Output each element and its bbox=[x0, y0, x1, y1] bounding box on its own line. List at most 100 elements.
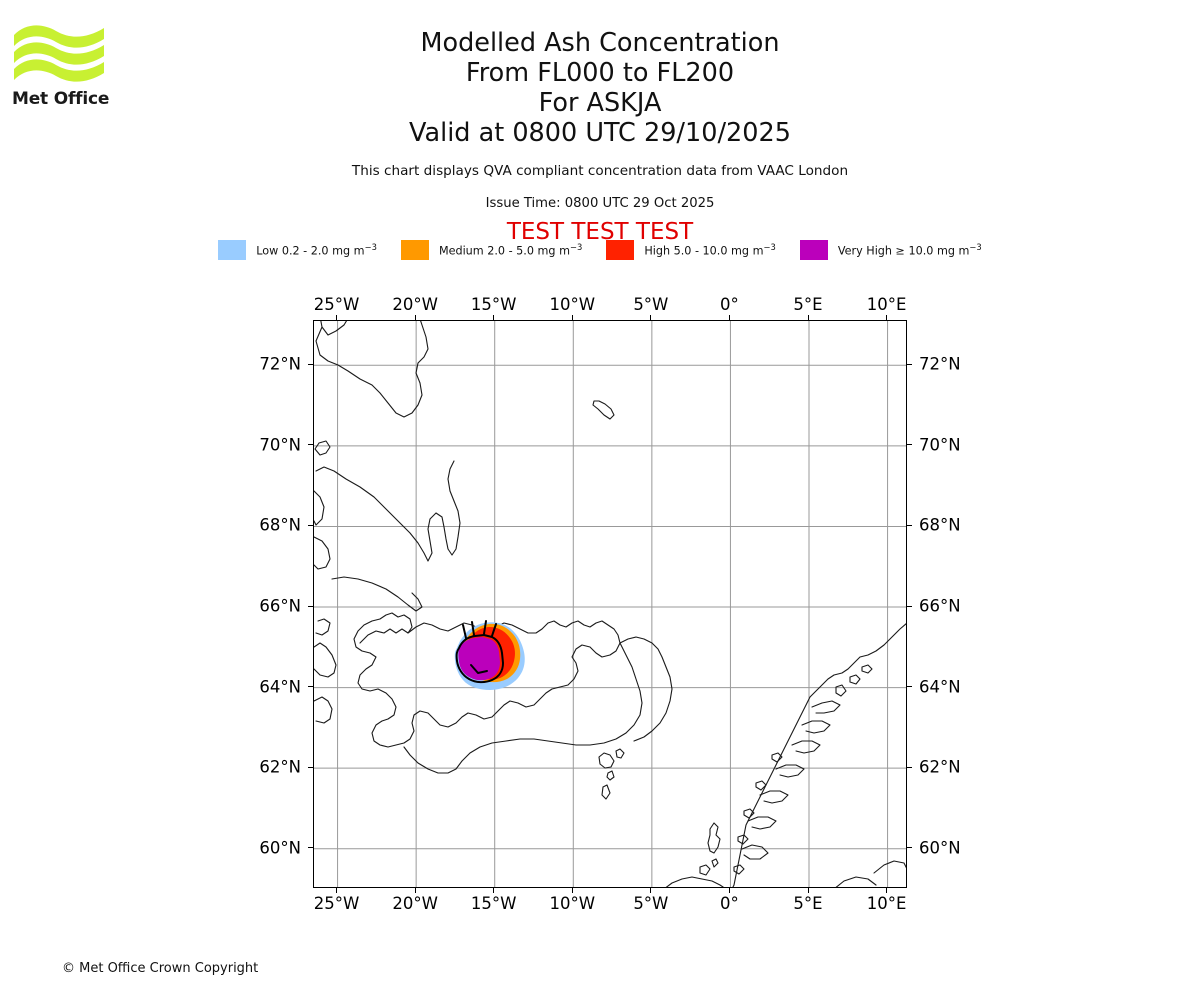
coast-greenland bbox=[315, 321, 429, 418]
coast-iceland-east bbox=[619, 636, 673, 742]
lat-label-right-64°N: 64°N bbox=[919, 677, 961, 697]
coast-norway-fjord-6 bbox=[747, 816, 777, 830]
lon-tick-top-1 bbox=[414, 315, 416, 320]
lon-label-bottom-15°W: 15°W bbox=[470, 894, 517, 913]
lon-label-bottom-25°W: 25°W bbox=[313, 894, 360, 913]
lat-tick-right-6 bbox=[907, 847, 912, 849]
lon-tick-top-2 bbox=[493, 315, 495, 320]
coast-shetland bbox=[707, 822, 721, 854]
coast-norway bbox=[732, 623, 906, 887]
legend-item-medium: Medium 2.0 - 5.0 mg m−3 bbox=[400, 240, 583, 260]
coast-norway-isl-b bbox=[755, 780, 767, 791]
lon-label-top-20°W: 20°W bbox=[392, 295, 438, 314]
graticule-grid bbox=[314, 321, 906, 887]
plume-very-high-core bbox=[458, 637, 500, 681]
coast-norway-fjord-1 bbox=[811, 700, 841, 714]
legend-swatch-very-high bbox=[799, 240, 828, 260]
lon-label-top-0°: 0° bbox=[720, 295, 739, 314]
map-plot-frame bbox=[313, 320, 907, 888]
lat-tick-right-3 bbox=[907, 605, 912, 607]
legend-label-very-high: Very High ≥ 10.0 mg m−3 bbox=[837, 242, 982, 258]
lon-tick-bottom-1 bbox=[414, 888, 416, 893]
disclaimer-text: This chart displays QVA compliant concen… bbox=[351, 163, 849, 179]
coastline-layer bbox=[314, 321, 906, 887]
lat-tick-left-0 bbox=[308, 363, 313, 365]
lat-label-right-66°N: 66°N bbox=[919, 596, 961, 616]
lat-tick-left-4 bbox=[308, 686, 313, 688]
coast-greenland-sw2 bbox=[314, 642, 337, 678]
lat-tick-left-3 bbox=[308, 605, 313, 607]
coast-norway-isl-d bbox=[737, 834, 749, 845]
legend-label-medium: Medium 2.0 - 5.0 mg m−3 bbox=[438, 242, 583, 258]
lat-tick-left-2 bbox=[308, 524, 313, 526]
legend-swatch-high bbox=[606, 240, 635, 260]
coast-norway-fjord-5 bbox=[759, 790, 789, 804]
legend-swatch-medium bbox=[400, 240, 429, 260]
ash-concentration-plume bbox=[454, 620, 525, 690]
coast-norway-isles-1 bbox=[861, 664, 873, 674]
coast-norway-isl-e bbox=[733, 864, 745, 875]
valid-time-line: Valid at 0800 UTC 29/10/2025 bbox=[409, 118, 791, 148]
lat-label-left-68°N: 68°N bbox=[259, 515, 301, 535]
coast-greenland-inlet1 bbox=[314, 490, 325, 526]
lon-label-bottom-10°E: 10°E bbox=[866, 894, 907, 913]
volcano-line: For ASKJA bbox=[538, 88, 662, 118]
coast-jan-mayen bbox=[592, 400, 615, 420]
lon-label-top-25°W: 25°W bbox=[313, 295, 360, 314]
lon-tick-top-4 bbox=[650, 315, 652, 320]
lon-label-top-5°E: 5°E bbox=[793, 295, 823, 314]
lon-tick-top-7 bbox=[886, 315, 888, 320]
coast-greenland-tail bbox=[314, 696, 333, 724]
lon-tick-bottom-7 bbox=[886, 888, 888, 893]
lon-label-bottom-5°W: 5°W bbox=[633, 894, 669, 913]
lat-tick-right-5 bbox=[907, 766, 912, 768]
lat-label-left-72°N: 72°N bbox=[259, 354, 301, 374]
legend-label-high: High 5.0 - 10.0 mg m−3 bbox=[644, 242, 776, 258]
coast-faroe-1 bbox=[598, 752, 615, 769]
coast-iceland bbox=[353, 612, 621, 748]
coast-norway-se2 bbox=[835, 876, 877, 887]
lon-label-top-15°W: 15°W bbox=[470, 295, 517, 314]
lat-tick-left-1 bbox=[308, 444, 313, 446]
lat-label-right-60°N: 60°N bbox=[919, 838, 961, 858]
lat-tick-left-6 bbox=[308, 847, 313, 849]
coast-greenland-inlet2 bbox=[314, 536, 331, 570]
lat-label-right-72°N: 72°N bbox=[919, 354, 961, 374]
coast-norway-isles-2 bbox=[849, 674, 861, 685]
coast-greenland-sw bbox=[315, 618, 331, 636]
lon-label-bottom-0°: 0° bbox=[720, 894, 739, 913]
lat-label-left-64°N: 64°N bbox=[259, 677, 301, 697]
coast-norway-fjord-7 bbox=[741, 844, 769, 860]
map-container: 25°W 25°W 20°W 20°W 15°W 15°W 10°W 10°W 5°W 5°W 0°… bbox=[259, 295, 960, 913]
lon-label-top-10°W: 10°W bbox=[549, 295, 596, 314]
coast-faroe-3 bbox=[606, 770, 615, 781]
lat-label-left-60°N: 60°N bbox=[259, 838, 301, 858]
coast-norway-isl-c bbox=[743, 808, 755, 819]
coast-iceland-body bbox=[403, 642, 643, 774]
coast-greenland-south bbox=[331, 576, 423, 612]
coast-norway-se bbox=[873, 860, 906, 874]
lon-tick-top-3 bbox=[571, 315, 573, 320]
lat-tick-right-2 bbox=[907, 524, 912, 526]
coast-norway-fjord-4 bbox=[775, 764, 805, 778]
met-office-logo: Met Office bbox=[12, 22, 142, 114]
lon-label-top-10°E: 10°E bbox=[866, 295, 907, 314]
chart-header: Modelled Ash Concentration From FL000 to… bbox=[0, 0, 1200, 246]
coast-norway-fjord-2 bbox=[801, 720, 831, 734]
concentration-legend: Low 0.2 - 2.0 mg m−3 Medium 2.0 - 5.0 mg … bbox=[0, 240, 1200, 260]
flight-level-line: From FL000 to FL200 bbox=[465, 58, 735, 88]
lat-tick-right-1 bbox=[907, 444, 912, 446]
copyright-notice: © Met Office Crown Copyright bbox=[62, 961, 259, 976]
lat-label-left-66°N: 66°N bbox=[259, 596, 301, 616]
coast-norway-isles-3 bbox=[835, 684, 847, 697]
lon-label-bottom-10°W: 10°W bbox=[549, 894, 596, 913]
lat-label-right-68°N: 68°N bbox=[919, 515, 961, 535]
lon-tick-bottom-2 bbox=[493, 888, 495, 893]
lat-tick-right-0 bbox=[907, 363, 912, 365]
coast-faroe-4 bbox=[601, 784, 611, 800]
coast-norway-isl-a bbox=[771, 752, 783, 763]
coast-orkney-2 bbox=[711, 858, 719, 868]
legend-item-high: High 5.0 - 10.0 mg m−3 bbox=[606, 240, 776, 260]
lon-label-top-5°W: 5°W bbox=[633, 295, 669, 314]
logo-text: Met Office bbox=[12, 89, 110, 109]
